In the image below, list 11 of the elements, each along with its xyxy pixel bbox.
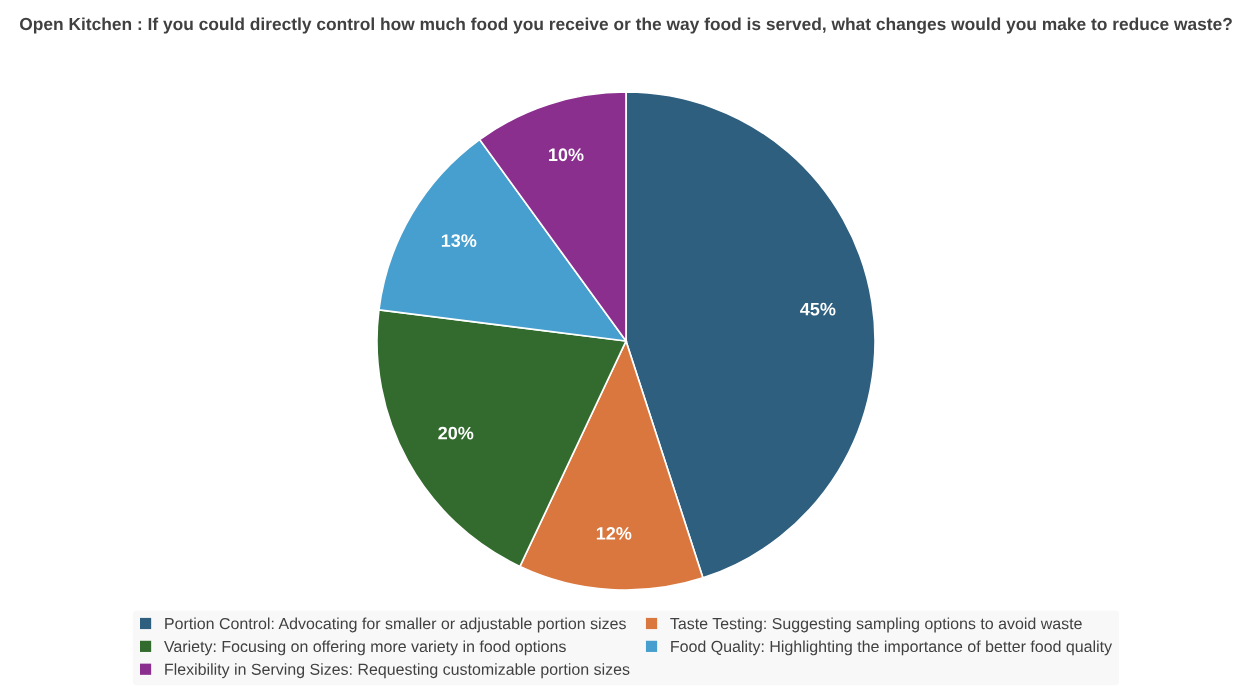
legend-label: Food Quality: Highlighting the importance of better food quality [671, 640, 1113, 656]
legend-label: Variety: Focusing on offering more variety in food options [164, 640, 566, 656]
data-label: 13% [441, 234, 477, 248]
legend-label: Flexibility in Serving Sizes: Requesting customizable portion sizes [165, 663, 630, 679]
data-label: 12% [596, 526, 632, 540]
data-label: 45% [800, 302, 836, 316]
legend-label: Portion Control: Advocating for smaller or adjustable portion sizes [165, 617, 626, 633]
chart-title: Open Kitchen : If you could directly control how much food you receive or the way food is served, what changes would you make to reduce waste? [19, 17, 1232, 34]
legend-label: Taste Testing: Suggesting sampling options to avoid waste [670, 617, 1082, 633]
data-label: 10% [549, 148, 584, 162]
data-label: 20% [438, 426, 474, 440]
